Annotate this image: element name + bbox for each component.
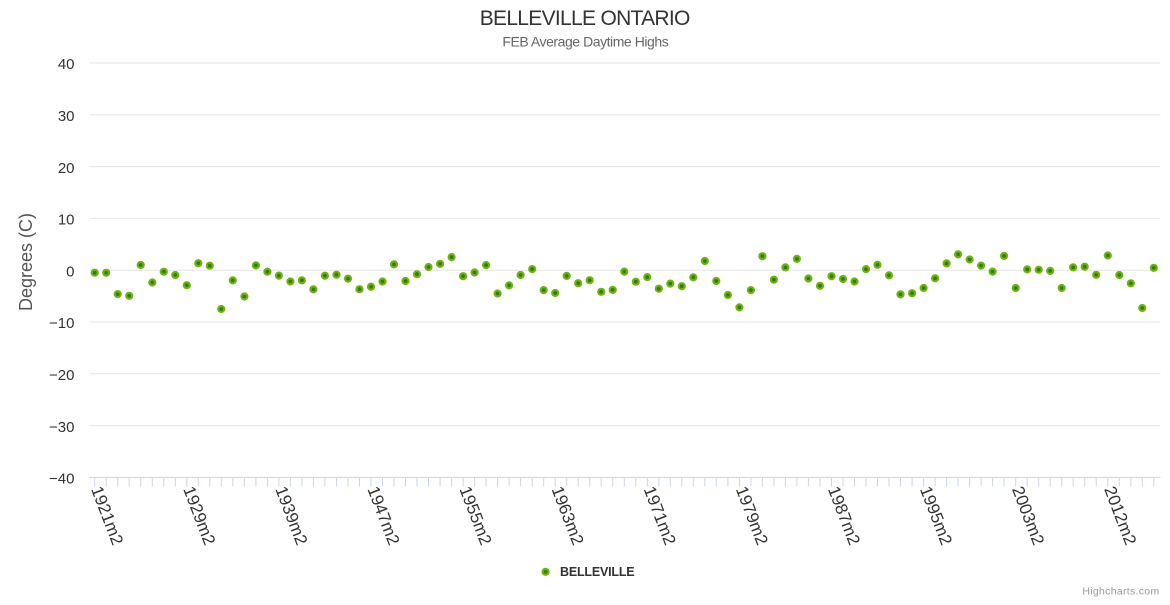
svg-text:−40: −40 [49, 471, 74, 488]
svg-text:FEB Average Daytime Highs: FEB Average Daytime Highs [502, 34, 668, 50]
svg-text:40: 40 [58, 56, 75, 73]
svg-text:BELLEVILLE ONTARIO: BELLEVILLE ONTARIO [480, 7, 690, 30]
svg-text:Highcharts.com: Highcharts.com [1082, 586, 1159, 598]
svg-text:Degrees (C): Degrees (C) [16, 213, 36, 311]
svg-text:−10: −10 [49, 315, 74, 332]
svg-text:−30: −30 [49, 419, 74, 436]
svg-text:10: 10 [58, 212, 75, 229]
svg-text:30: 30 [58, 108, 75, 125]
svg-text:−20: −20 [49, 367, 74, 384]
svg-text:BELLEVILLE: BELLEVILLE [560, 565, 634, 579]
svg-text:20: 20 [58, 160, 75, 177]
svg-text:0: 0 [66, 263, 74, 280]
